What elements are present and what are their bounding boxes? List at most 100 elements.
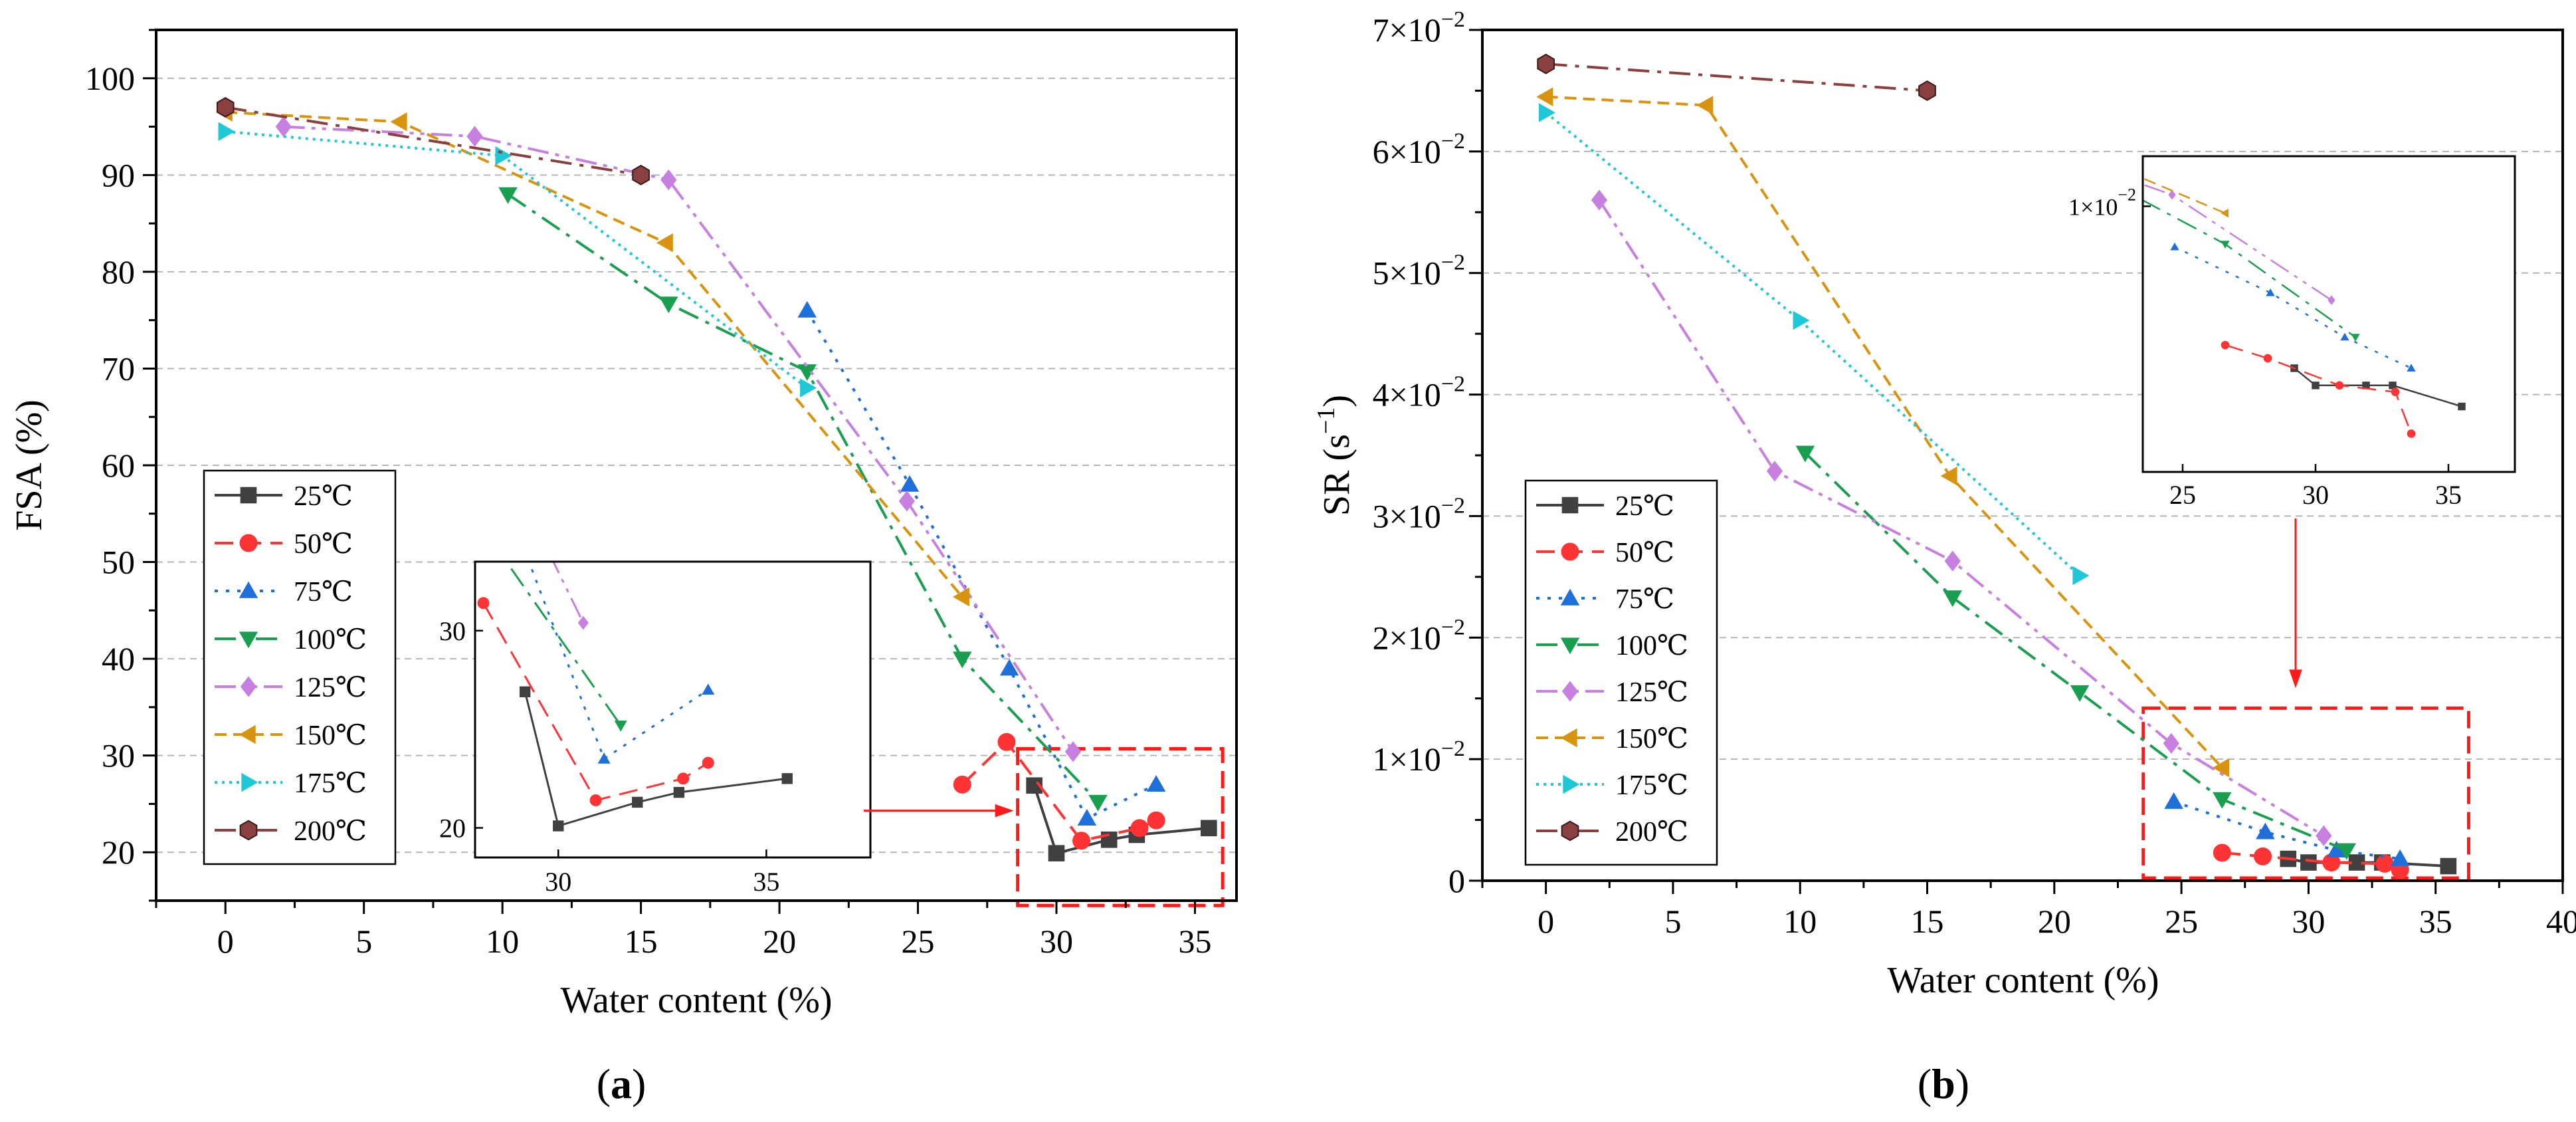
panel-a-legend-marker-200c	[239, 820, 258, 841]
panel-b-inset-series-100c	[2143, 199, 2360, 342]
panel-b-legend-label-175c: 175℃	[1615, 770, 1688, 801]
panel-b-inset-point-75c-2	[2266, 288, 2275, 296]
panel-b-inset-point-150c-3	[1936, 88, 1944, 97]
panel-b-x-axis-label: Water content (%)	[1887, 960, 2159, 1001]
panel-b-ytick-label-3-mantissa: 3×10	[1373, 497, 1441, 534]
panel-a-point-75c-1	[797, 300, 817, 318]
panel-a-point-125c-1	[275, 116, 292, 138]
panel-a-point-50c-1	[953, 775, 971, 794]
panel-a-xtick-label-30: 30	[1040, 923, 1073, 960]
panel-a-xtick-label-15: 15	[625, 923, 658, 960]
panel-b-series-125c	[1591, 189, 2332, 847]
panel-a-inset-point-75c-2	[597, 752, 611, 764]
panel-a-xtick-label-35: 35	[1178, 923, 1211, 960]
panel-a-xtick-label-0: 0	[217, 923, 234, 960]
panel-a-inset-point-25c-2	[553, 820, 564, 832]
panel-a-inset-line-100c	[505, 562, 622, 727]
panel-b-inset-point-50c-5	[2407, 429, 2416, 438]
panel-a-xtick-label-25: 25	[902, 923, 935, 960]
panel-a-point-125c-3	[660, 169, 677, 191]
panel-a-inset-point-25c-4	[673, 786, 685, 798]
panel-a-x-axis-label: Water content (%)	[560, 980, 832, 1021]
panel-a-inset-bg	[475, 562, 870, 857]
panel-a-legend-label-150c: 150℃	[294, 721, 367, 751]
panel-a-line-175c	[225, 130, 809, 390]
panel-b-point-175c-3	[2072, 566, 2090, 586]
panel-a-inset-ytick-label-20: 20	[439, 814, 466, 843]
panel-a-x-ticks: 0 5 10 15 20 25 30 35	[155, 901, 1211, 960]
panel-a-inset-point-75c-1	[481, 447, 494, 458]
panel-b-ytick-label-5-mantissa: 5×10	[1373, 255, 1441, 292]
panel-a-line-50c	[961, 740, 1157, 843]
panel-b-xtick-label-25: 25	[2165, 903, 2198, 940]
panel-b-inset-point-50c-1	[2221, 340, 2230, 350]
panel-b-point-125c-3	[1944, 550, 1961, 572]
panel-b-y-axis-label: SR (s−1)	[1312, 395, 1357, 516]
panel-b: 0 5 10 15 20 25 30 35 40 01×10−22×10−23×10−24×10…	[1312, 7, 2576, 1107]
panel-a-xtick-label-20: 20	[763, 923, 796, 960]
panel-b-series	[1536, 53, 2457, 879]
panel-b-inset-point-150c-2	[1681, 27, 1689, 35]
panel-b-line-200c	[1545, 62, 1928, 92]
panel-b-legend-marker-125c	[1561, 681, 1579, 702]
panel-b-legend-marker-75c	[1560, 588, 1580, 606]
panel-a-inset-point-75c-3	[702, 683, 715, 695]
panel-b-inset-point-50c-2	[2263, 354, 2272, 363]
panel-b-inset: 25 30 35 1×10−2	[1681, 27, 2516, 510]
panel-a-ytick-label-80: 80	[102, 253, 135, 290]
panel-b-inset-point-125c-3	[1939, 110, 1947, 120]
panel-a-legend-marker-175c	[241, 772, 258, 792]
panel-b-point-100c-5	[2337, 843, 2357, 860]
panel-b-point-175c-1	[1538, 103, 1555, 122]
panel-a-caption-letter: a	[611, 1060, 632, 1107]
panel-a-legend-marker-150c	[239, 725, 256, 744]
panel-a-point-100c-4	[952, 651, 972, 669]
panel-a-ytick-label-70: 70	[102, 350, 135, 387]
panel-a: 0 5 10 15 20 25 30 35 20 30 40 50 60 70 80 90 100 Water…	[9, 29, 1238, 1107]
panel-a-inset-series	[477, 447, 793, 832]
panel-b-inset-ytick-label-0: 1×10−2	[2068, 185, 2136, 220]
panel-b-inset-series-125c	[1939, 110, 2335, 305]
panel-a-inset-point-125c-2	[577, 616, 589, 630]
panel-a-arrow	[864, 804, 1014, 818]
panel-b-series-50c	[2213, 843, 2409, 879]
panel-a-series-25c	[1026, 777, 1217, 861]
panel-b-legend-box	[1524, 479, 1718, 866]
panel-a-ytick-label-30: 30	[102, 737, 135, 774]
panel-a-legend-marker-100c	[239, 631, 258, 649]
panel-a-inset-xtick-label-30: 30	[545, 867, 571, 897]
panel-a-legend-box	[203, 469, 397, 865]
panel-b-legend-label-25c: 25℃	[1615, 491, 1674, 522]
panel-b-inset-point-75c-4	[2407, 364, 2416, 372]
panel-a-series-50c	[953, 732, 1165, 850]
panel-a-point-150c-3	[656, 233, 673, 253]
panel-b-caption: (b)	[1918, 1060, 1969, 1107]
panel-b-inset-point-150c-4	[2221, 209, 2229, 218]
panel-b-arrow-head	[2289, 669, 2302, 689]
panel-b-legend-label-150c: 150℃	[1615, 724, 1688, 754]
panel-b-point-150c-3	[1940, 466, 1957, 486]
panel-a-inset-point-25c-1	[519, 686, 531, 697]
panel-b-inset-series-75c	[2170, 242, 2416, 372]
panel-a-legend-label-25c: 25℃	[294, 481, 353, 512]
panel-a-point-175c-1	[218, 122, 235, 142]
panel-a-point-125c-4	[898, 491, 915, 512]
panel-a-arrow-head	[995, 804, 1014, 818]
panel-b-highlight-rect	[2141, 706, 2470, 880]
panel-b-legend-marker-25c	[1561, 497, 1579, 514]
panel-a-point-200c-1	[216, 97, 235, 118]
panel-a-ytick-label-40: 40	[102, 640, 135, 677]
panel-a-point-75c-4	[1077, 809, 1097, 826]
panel-a-legend-label-100c: 100℃	[294, 625, 367, 655]
panel-a-point-75c-5	[1146, 775, 1166, 792]
panel-a-point-25c-5	[1201, 820, 1217, 837]
panel-a-inset-xtick-label-35: 35	[753, 867, 779, 897]
panel-b-ytick-label-6-exponent: −2	[1441, 129, 1465, 154]
panel-b-y-label-end: )	[1316, 395, 1357, 407]
panel-b-point-50c-1	[2213, 843, 2231, 862]
panel-b-xtick-label-20: 20	[2038, 903, 2071, 940]
panel-b-ytick-label-7: 7×10−2	[1373, 7, 1465, 49]
panel-b-inset-bg	[2143, 156, 2515, 472]
panel-b-legend-label-75c: 75℃	[1615, 584, 1674, 615]
panel-b-inset-point-25c-5	[2458, 402, 2466, 411]
